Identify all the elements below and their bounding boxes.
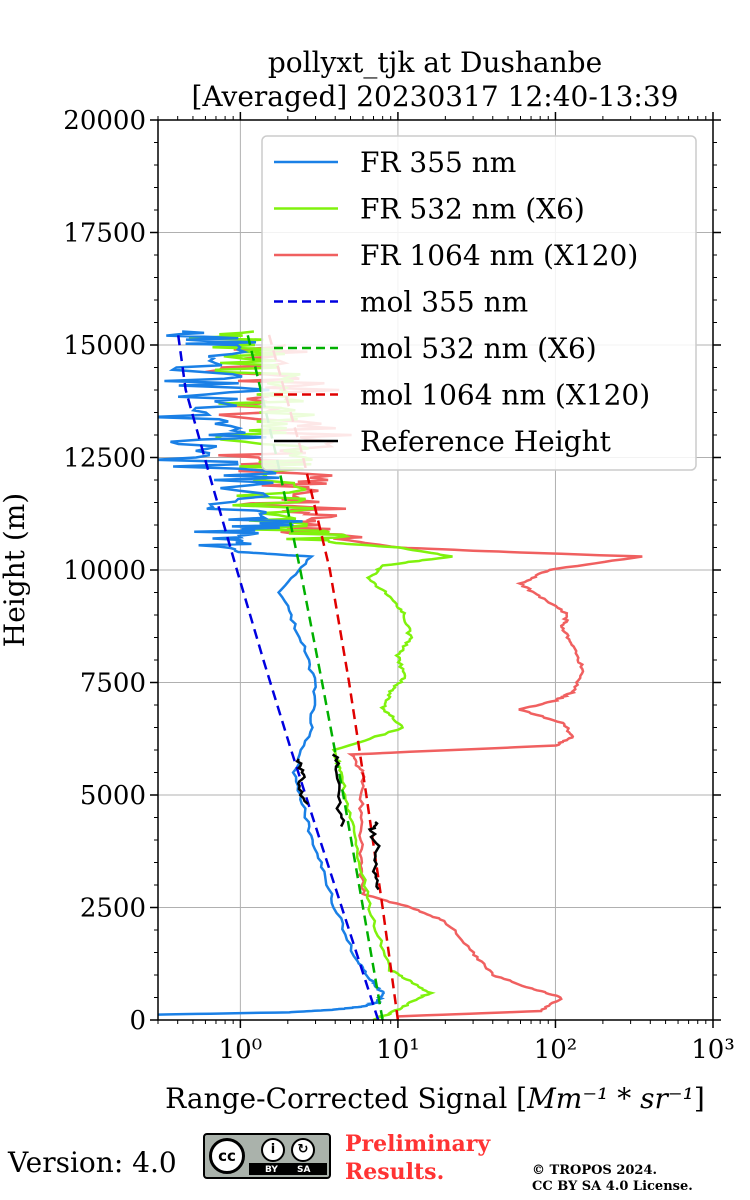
x-tick-label: 10³ xyxy=(691,1035,735,1065)
legend-label: FR 1064 nm (X120) xyxy=(360,239,638,272)
preliminary-results-notice: Preliminary Results. xyxy=(345,1130,490,1186)
y-tick-label: 12500 xyxy=(63,444,146,474)
license-by-text: BY xyxy=(265,1165,278,1175)
copyright-notice: © TROPOS 2024. CC BY SA 4.0 License. xyxy=(532,1163,693,1195)
creative-commons-icon: cc xyxy=(209,1138,245,1174)
legend-box xyxy=(261,135,697,471)
legend-label: mol 355 nm xyxy=(360,286,528,319)
chart-legend: FR 355 nm FR 532 nm (X6) FR 1064 nm (X120)… xyxy=(261,135,697,471)
y-tick-label: 0 xyxy=(129,1006,146,1036)
chart-title: pollyxt_tjk at Dushanbe xyxy=(268,46,602,79)
reference-height-segment xyxy=(331,753,346,828)
x-tick-label: 10⁰ xyxy=(219,1035,263,1065)
series-line-5 xyxy=(266,331,400,1020)
lidar-profile-chart: 10⁰ 10¹ 10² 10³ 0 2500 5000 7500 10000 12500 15000… xyxy=(0,46,735,1115)
legend-label: FR 355 nm xyxy=(360,146,516,179)
axis-ticks: 10⁰ 10¹ 10² 10³ 0 2500 5000 7500 10000 12500 15000… xyxy=(63,106,734,1065)
legend-label: mol 532 nm (X6) xyxy=(360,332,597,365)
share-alike-icon: ↻ xyxy=(291,1138,315,1162)
legend-label: FR 532 nm (X6) xyxy=(360,193,585,226)
license-sa-text: SA xyxy=(297,1165,311,1175)
y-tick-label: 20000 xyxy=(63,106,146,136)
chart-subtitle: [Averaged] 20230317 12:40-13:39 xyxy=(192,80,679,113)
preliminary-line-2: Results. xyxy=(345,1159,445,1185)
preliminary-line-1: Preliminary xyxy=(345,1131,491,1157)
y-tick-label: 2500 xyxy=(80,894,146,924)
series-line-4 xyxy=(245,331,384,1020)
reference-height-segment xyxy=(295,758,309,805)
person-icon: i xyxy=(261,1138,285,1162)
y-tick-label: 15000 xyxy=(63,331,146,361)
y-tick-label: 7500 xyxy=(80,669,146,699)
y-axis-label: Height (m) xyxy=(0,493,31,647)
cc-by-sa-license-badge: cc i ↻ BY SA xyxy=(203,1133,331,1179)
x-tick-label: 10² xyxy=(534,1035,578,1065)
x-axis-label: Range-Corrected Signal [Mm⁻¹ * sr⁻¹] xyxy=(165,1082,705,1115)
version-label: Version: 4.0 xyxy=(8,1146,177,1179)
copyright-line-2: CC BY SA 4.0 License. xyxy=(532,1179,693,1194)
x-tick-label: 10¹ xyxy=(376,1035,420,1065)
y-tick-label: 5000 xyxy=(80,781,146,811)
reference-height-segment xyxy=(367,821,381,891)
legend-label: Reference Height xyxy=(360,425,612,458)
legend-label: mol 1064 nm (X120) xyxy=(360,379,650,412)
y-tick-label: 10000 xyxy=(63,556,146,586)
y-tick-label: 17500 xyxy=(63,219,146,249)
copyright-line-1: © TROPOS 2024. xyxy=(532,1163,658,1178)
series-line-0 xyxy=(158,330,385,1016)
license-strip xyxy=(249,1163,327,1175)
series-line-3 xyxy=(176,331,380,1020)
